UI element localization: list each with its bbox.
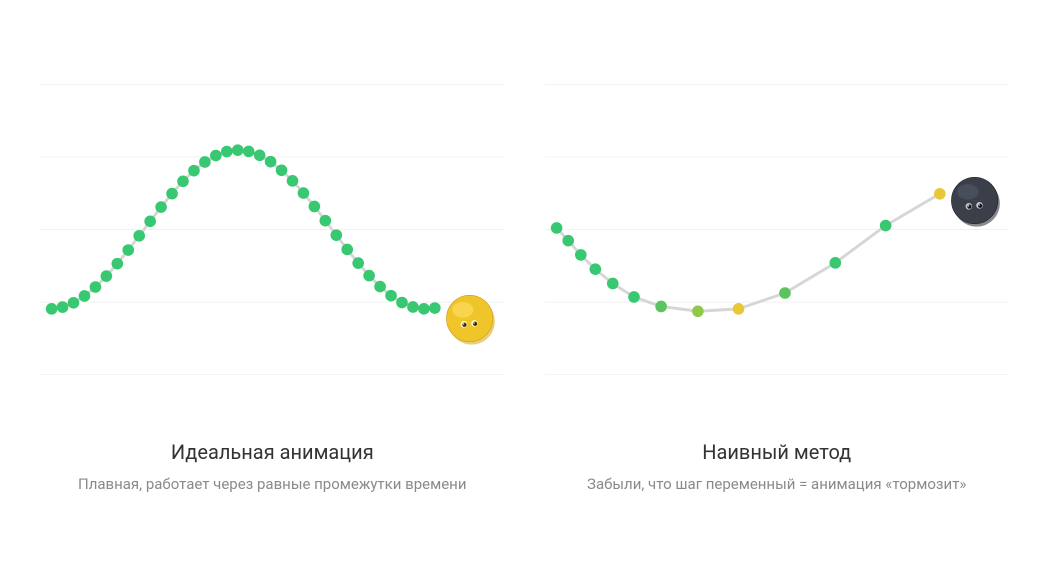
panel-left-ideal: Идеальная анимация Плавная, работает чер… xyxy=(40,20,505,564)
panel-right-naive: Наивный метод Забыли, что шаг переменный… xyxy=(545,20,1010,564)
chart-right-wrap xyxy=(545,20,1010,410)
chart-left xyxy=(40,20,505,410)
chart-right xyxy=(545,20,1010,410)
title-left: Идеальная анимация xyxy=(171,440,374,464)
subtitle-right: Забыли, что шаг переменный = анимация «т… xyxy=(587,474,966,496)
panels-container: Идеальная анимация Плавная, работает чер… xyxy=(0,0,1049,584)
subtitle-left: Плавная, работает через равные промежутк… xyxy=(78,474,466,496)
title-right: Наивный метод xyxy=(702,440,851,464)
chart-left-wrap xyxy=(40,20,505,410)
